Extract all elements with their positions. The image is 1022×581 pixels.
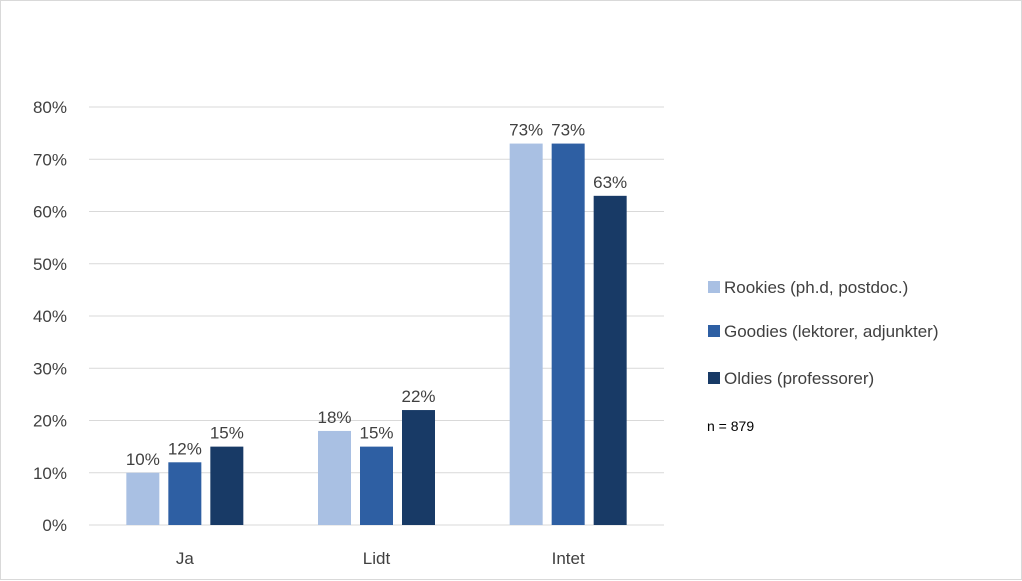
bar — [126, 472, 160, 525]
legend-label: Rookies (ph.d, postdoc.) — [724, 278, 908, 297]
x-tick-label: Ja — [176, 549, 195, 568]
y-tick-label: 30% — [33, 359, 67, 378]
y-tick-label: 20% — [33, 412, 67, 431]
y-tick-label: 10% — [33, 464, 67, 483]
legend-label: Goodies (lektorer, adjunkter) — [724, 322, 939, 341]
sample-size-note: n = 879 — [707, 418, 754, 434]
data-label: 18% — [317, 408, 351, 427]
legend-swatch — [708, 325, 720, 337]
legend-swatch — [708, 372, 720, 384]
bar — [210, 446, 244, 525]
data-label: 12% — [168, 439, 202, 458]
y-tick-label: 70% — [33, 150, 67, 169]
legend-label: Oldies (professorer) — [724, 369, 874, 388]
bar — [318, 430, 351, 525]
data-label: 15% — [210, 424, 244, 443]
y-tick-label: 50% — [33, 255, 67, 274]
legend: Rookies (ph.d, postdoc.) Goodies (lektore… — [708, 278, 939, 388]
x-tick-label: Lidt — [363, 549, 391, 568]
data-label: 15% — [359, 424, 393, 443]
y-tick-label: 80% — [33, 98, 67, 117]
bar — [509, 143, 543, 525]
bar — [360, 446, 393, 525]
bar — [168, 462, 202, 525]
data-label: 22% — [401, 387, 435, 406]
data-label: 10% — [126, 450, 160, 469]
legend-swatch — [708, 281, 720, 293]
y-tick-label: 40% — [33, 307, 67, 326]
data-label: 63% — [593, 173, 627, 192]
bar — [551, 143, 585, 525]
x-axis-ticks: Ja Lidt Intet — [176, 549, 585, 568]
bar — [402, 410, 435, 525]
data-label: 73% — [551, 121, 585, 140]
y-axis-ticks: 0% 10% 20% 30% 40% 50% 60% 70% 80% — [33, 98, 67, 535]
x-tick-label: Intet — [552, 549, 585, 568]
data-label: 73% — [509, 121, 543, 140]
data-labels: 10% 12% 15% 18% 15% 22% 73% 73% 63% — [126, 121, 627, 469]
y-tick-label: 60% — [33, 203, 67, 222]
bar — [593, 195, 627, 525]
bars — [126, 143, 627, 525]
y-tick-label: 0% — [42, 516, 67, 535]
